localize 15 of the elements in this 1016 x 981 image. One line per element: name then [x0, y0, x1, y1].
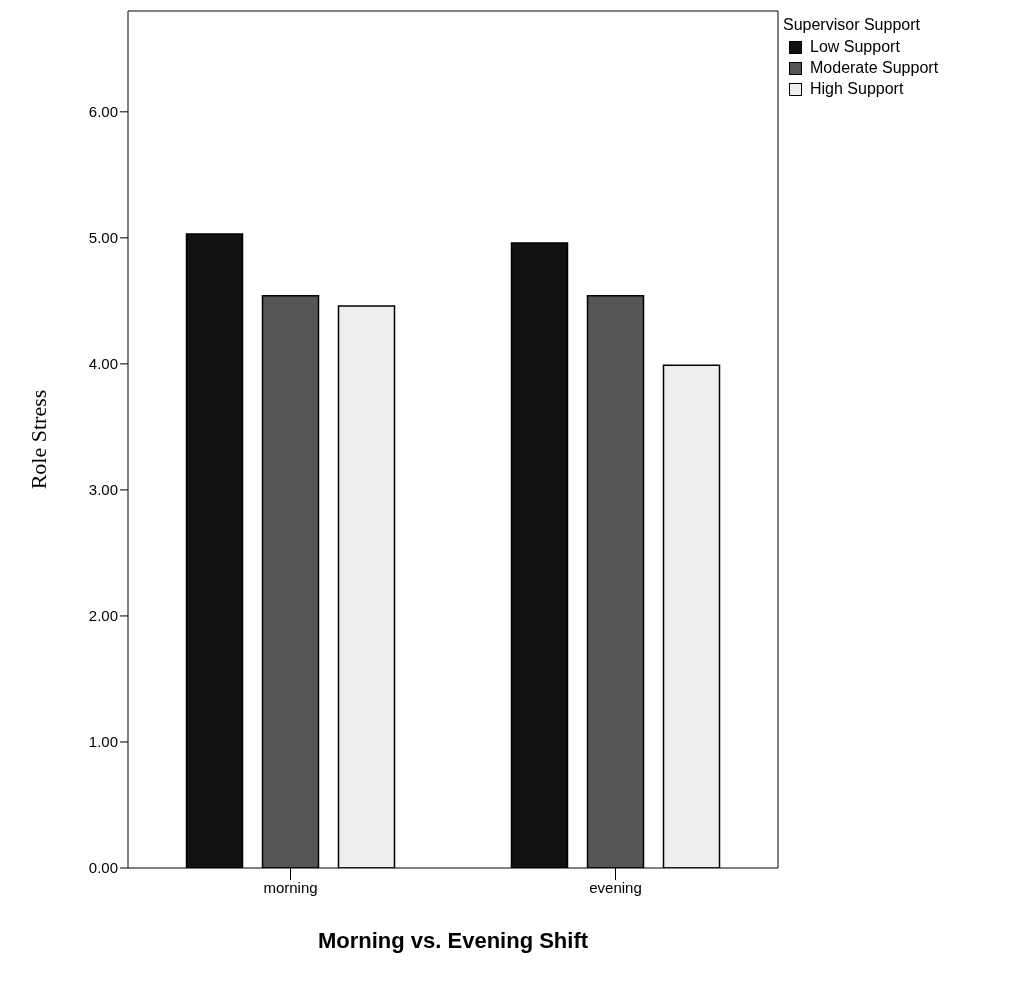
x-axis-title: Morning vs. Evening Shift [317, 928, 589, 953]
legend-label: High Support [810, 80, 904, 98]
y-tick-label: 1.00 [88, 733, 118, 751]
y-tick-label: 4.00 [88, 355, 118, 373]
legend-label: Moderate Support [810, 59, 939, 77]
y-tick-label: 5.00 [88, 229, 118, 247]
x-tick-label: evening [589, 878, 642, 896]
y-tick-label: 0.00 [88, 859, 118, 877]
x-tick-label: morning [263, 878, 318, 896]
y-tick-label: 3.00 [88, 481, 118, 499]
y-axis-title: Role Stress [25, 389, 51, 490]
legend-title: Supervisor Support [783, 16, 921, 34]
legend-label: Low Support [810, 38, 900, 56]
y-tick-label: 2.00 [88, 607, 118, 625]
y-tick-label: 6.00 [88, 103, 118, 121]
